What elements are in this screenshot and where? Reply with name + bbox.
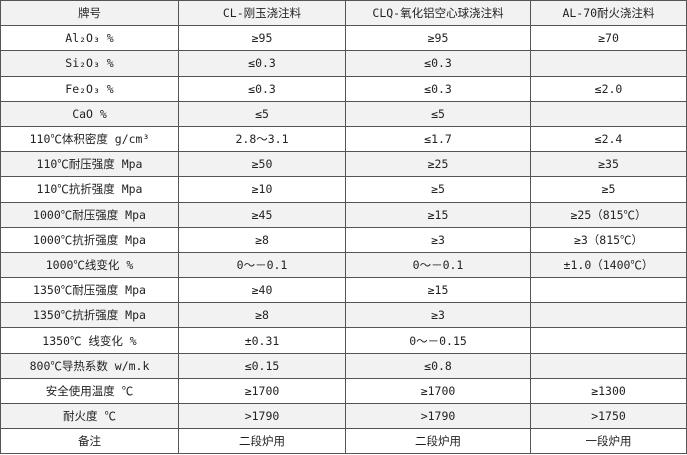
- row-label: 安全使用温度 ℃: [0, 377, 179, 405]
- row-label: 110℃体积密度 g/cm³: [0, 125, 179, 153]
- row-label: Al₂O₃ %: [0, 25, 179, 52]
- value-cell: ≥5: [530, 176, 687, 203]
- row-label: 1000℃抗折强度 Mpa: [0, 226, 179, 253]
- value-cell: ≥95: [178, 25, 346, 52]
- value-cell: ≥1700: [178, 377, 346, 405]
- value-cell: >1750: [530, 402, 687, 430]
- value-cell: ≤2.4: [530, 125, 687, 153]
- value-cell: ≥45: [178, 201, 346, 228]
- row-label: 1350℃抗折强度 Mpa: [0, 302, 179, 329]
- table-row: 1000℃耐压强度 Mpa ≥45 ≥15 ≥25（815℃）: [0, 201, 687, 228]
- value-cell: [530, 302, 687, 329]
- value-cell: 二段炉用: [345, 428, 531, 455]
- value-cell: ≥15: [345, 201, 531, 228]
- value-cell: ≤0.15: [178, 352, 346, 379]
- value-cell: ≥5: [345, 176, 531, 203]
- table-row: 1000℃线变化 % 0～－0.1 0～－0.1 ±1.0（1400℃）: [0, 251, 687, 279]
- value-cell: 0～－0.1: [345, 251, 531, 279]
- row-label: 1350℃ 线变化 %: [0, 327, 179, 354]
- value-cell: ≥3（815℃）: [530, 226, 687, 253]
- row-label: Si₂O₃ %: [0, 50, 179, 77]
- value-cell: 0～－0.1: [178, 251, 346, 279]
- table-row: 安全使用温度 ℃ ≥1700 ≥1700 ≥1300: [0, 377, 687, 405]
- value-cell: [530, 100, 687, 127]
- row-label: 1000℃耐压强度 Mpa: [0, 201, 179, 228]
- value-cell: 二段炉用: [178, 428, 346, 455]
- header-cell: CLQ-氧化铝空心球浇注料: [345, 0, 531, 27]
- row-label: 1350℃耐压强度 Mpa: [0, 277, 179, 304]
- row-label: 备注: [0, 428, 179, 455]
- value-cell: ≤5: [345, 100, 531, 127]
- row-label: 800℃导热系数 w/m.k: [0, 352, 179, 379]
- value-cell: [530, 50, 687, 77]
- value-cell: ±0.31: [178, 327, 346, 354]
- row-label: 1000℃线变化 %: [0, 251, 179, 279]
- table-row: 110℃抗折强度 Mpa ≥10 ≥5 ≥5: [0, 176, 687, 203]
- value-cell: ±1.0（1400℃）: [530, 251, 687, 279]
- value-cell: ≥8: [178, 302, 346, 329]
- header-row: 牌号 CL-刚玉浇注料 CLQ-氧化铝空心球浇注料 AL-70耐火浇注料: [0, 0, 687, 27]
- value-cell: ≥1300: [530, 377, 687, 405]
- row-label: Fe₂O₃ %: [0, 75, 179, 102]
- value-cell: ≥10: [178, 176, 346, 203]
- header-cell: CL-刚玉浇注料: [178, 0, 346, 27]
- table-row: 1350℃耐压强度 Mpa ≥40 ≥15: [0, 277, 687, 304]
- value-cell: ≥1700: [345, 377, 531, 405]
- value-cell: 一段炉用: [530, 428, 687, 455]
- table-row: 耐火度 ℃ >1790 >1790 >1750: [0, 402, 687, 430]
- header-cell: AL-70耐火浇注料: [530, 0, 687, 27]
- value-cell: ≥35: [530, 151, 687, 178]
- value-cell: ≤2.0: [530, 75, 687, 102]
- value-cell: >1790: [178, 402, 346, 430]
- value-cell: ≥95: [345, 25, 531, 52]
- value-cell: ≤0.3: [178, 50, 346, 77]
- value-cell: ≥50: [178, 151, 346, 178]
- table-row: Si₂O₃ % ≤0.3 ≤0.3: [0, 50, 687, 77]
- row-label: 110℃抗折强度 Mpa: [0, 176, 179, 203]
- table-row: Al₂O₃ % ≥95 ≥95 ≥70: [0, 25, 687, 52]
- value-cell: ≥70: [530, 25, 687, 52]
- value-cell: ≥25: [345, 151, 531, 178]
- table-row: 1000℃抗折强度 Mpa ≥8 ≥3 ≥3（815℃）: [0, 226, 687, 253]
- value-cell: [530, 277, 687, 304]
- table-row: 1350℃抗折强度 Mpa ≥8 ≥3: [0, 302, 687, 329]
- table-row: CaO % ≤5 ≤5: [0, 100, 687, 127]
- table-row: 110℃耐压强度 Mpa ≥50 ≥25 ≥35: [0, 151, 687, 178]
- value-cell: ≤0.3: [178, 75, 346, 102]
- value-cell: ≤5: [178, 100, 346, 127]
- value-cell: ≤0.3: [345, 75, 531, 102]
- value-cell: ≥3: [345, 302, 531, 329]
- row-label: 耐火度 ℃: [0, 402, 179, 430]
- row-label: 110℃耐压强度 Mpa: [0, 151, 179, 178]
- value-cell: ≤1.7: [345, 125, 531, 153]
- table-row: 110℃体积密度 g/cm³ 2.8～3.1 ≤1.7 ≤2.4: [0, 125, 687, 153]
- header-cell: 牌号: [0, 0, 179, 27]
- value-cell: ≥3: [345, 226, 531, 253]
- table-row: 备注 二段炉用 二段炉用 一段炉用: [0, 428, 687, 455]
- value-cell: 2.8～3.1: [178, 125, 346, 153]
- value-cell: ≤0.8: [345, 352, 531, 379]
- value-cell: >1790: [345, 402, 531, 430]
- value-cell: ≥25（815℃）: [530, 201, 687, 228]
- table-row: 1350℃ 线变化 % ±0.31 0～－0.15: [0, 327, 687, 354]
- table-row: Fe₂O₃ % ≤0.3 ≤0.3 ≤2.0: [0, 75, 687, 102]
- value-cell: [530, 352, 687, 379]
- table-row: 800℃导热系数 w/m.k ≤0.15 ≤0.8: [0, 352, 687, 379]
- value-cell: [530, 327, 687, 354]
- value-cell: 0～－0.15: [345, 327, 531, 354]
- value-cell: ≤0.3: [345, 50, 531, 77]
- value-cell: ≥8: [178, 226, 346, 253]
- value-cell: ≥40: [178, 277, 346, 304]
- value-cell: ≥15: [345, 277, 531, 304]
- row-label: CaO %: [0, 100, 179, 127]
